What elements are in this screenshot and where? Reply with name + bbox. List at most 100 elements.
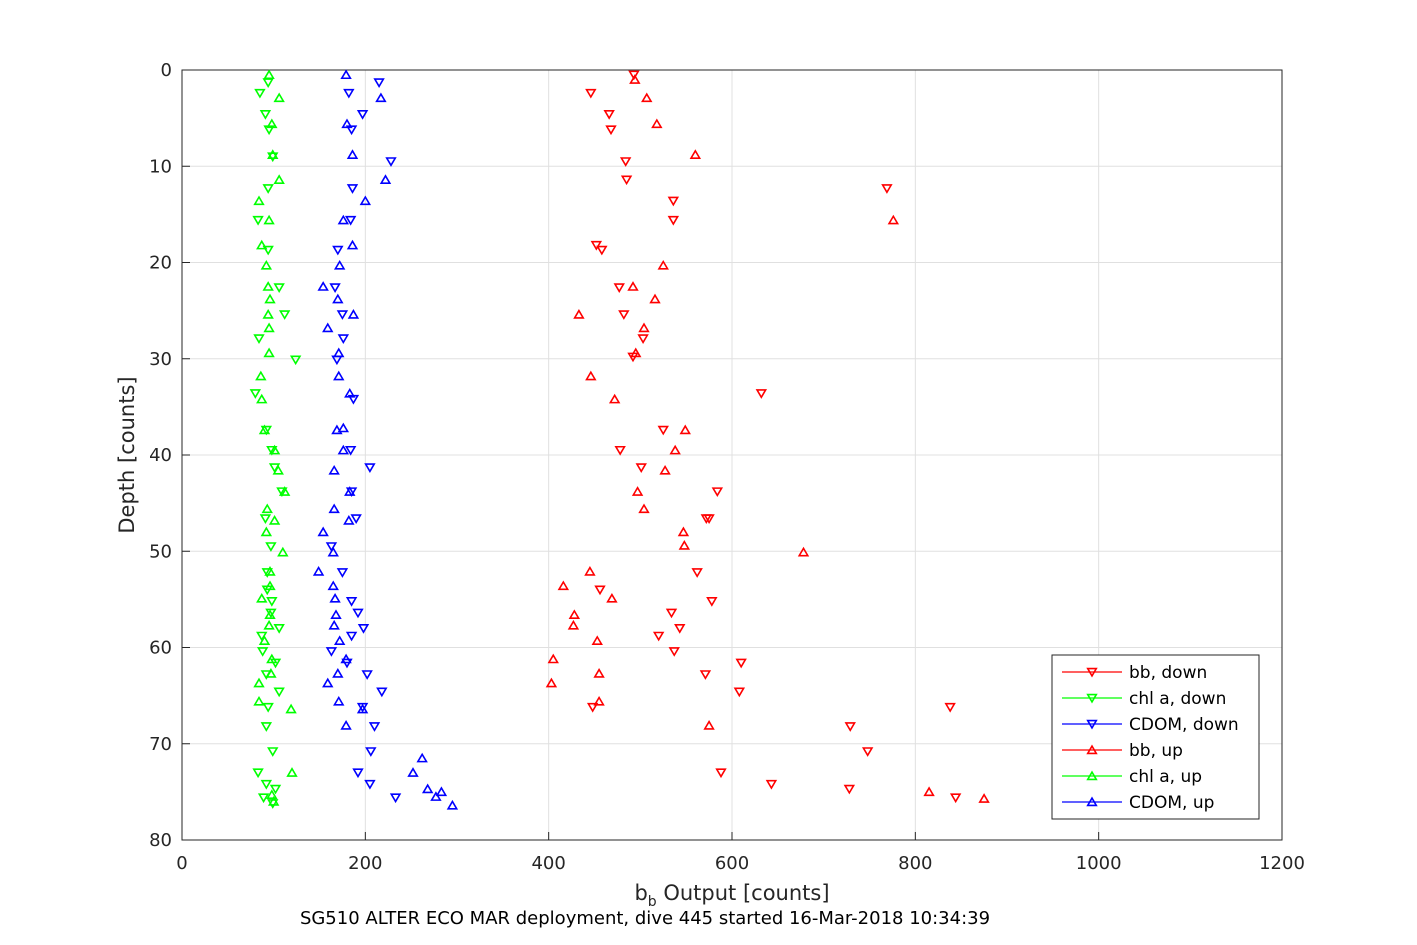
data-point xyxy=(677,526,690,537)
data-point xyxy=(256,239,268,250)
data-point xyxy=(735,658,747,669)
x-axis-title-subscript: b xyxy=(648,894,657,910)
data-point xyxy=(317,281,329,291)
data-point xyxy=(333,695,345,706)
x-tick-label: 200 xyxy=(348,853,382,874)
data-point xyxy=(260,722,273,732)
data-point xyxy=(843,784,856,795)
data-point xyxy=(253,695,265,706)
x-axis-title-main: b xyxy=(634,881,647,905)
data-point xyxy=(331,355,343,366)
data-point xyxy=(273,174,285,184)
data-point xyxy=(327,546,339,557)
x-tick-label: 1000 xyxy=(1076,853,1122,874)
data-point xyxy=(268,515,281,525)
data-point xyxy=(944,702,956,713)
data-point xyxy=(256,631,268,642)
data-point xyxy=(262,245,274,256)
data-point xyxy=(276,487,288,498)
data-point xyxy=(665,608,678,619)
data-point xyxy=(285,703,297,714)
data-point xyxy=(638,503,650,514)
data-point xyxy=(340,69,352,80)
legend-item: CDOM, up xyxy=(1062,793,1214,813)
data-point xyxy=(593,668,605,678)
legend-label: CDOM, down xyxy=(1129,715,1239,735)
data-point xyxy=(260,425,273,436)
data-point xyxy=(364,463,376,473)
data-point xyxy=(252,215,264,226)
data-point xyxy=(332,668,344,678)
data-point xyxy=(264,609,276,620)
data-point xyxy=(253,334,265,344)
legend-label: chl a, up xyxy=(1129,767,1202,787)
data-point xyxy=(286,767,298,777)
data-point xyxy=(545,677,558,688)
data-point xyxy=(641,92,653,103)
data-point xyxy=(844,722,856,732)
x-axis: 0 200 400 600 800 1000 1200 xyxy=(176,832,1305,874)
data-point xyxy=(613,283,625,293)
data-point xyxy=(593,695,605,706)
data-point xyxy=(669,444,681,455)
data-point xyxy=(277,546,289,557)
data-point xyxy=(278,310,291,320)
data-point xyxy=(596,245,608,256)
data-point xyxy=(446,799,459,810)
x-tick-label: 600 xyxy=(715,853,749,874)
data-point xyxy=(266,653,278,664)
data-point xyxy=(346,149,359,159)
data-point xyxy=(343,515,355,525)
data-point xyxy=(356,703,369,714)
data-point xyxy=(263,347,275,358)
data-point xyxy=(606,592,618,603)
data-point xyxy=(345,597,358,607)
data-point xyxy=(861,747,874,757)
data-point xyxy=(262,281,274,291)
data-point xyxy=(333,259,346,270)
data-point xyxy=(635,463,647,473)
data-point xyxy=(619,157,632,167)
legend-item: chl a, up xyxy=(1062,767,1202,787)
data-point xyxy=(329,283,341,293)
data-point xyxy=(317,526,329,537)
data-point xyxy=(330,609,342,620)
x-tick-label: 1200 xyxy=(1259,853,1305,874)
data-point xyxy=(267,747,279,757)
data-point xyxy=(267,149,279,159)
data-point xyxy=(273,687,285,698)
data-point xyxy=(337,422,350,433)
data-point xyxy=(256,393,268,404)
data-point xyxy=(267,796,280,806)
y-tick-label: 0 xyxy=(161,60,172,81)
data-point xyxy=(657,259,669,270)
data-point xyxy=(652,631,665,642)
data-point xyxy=(376,687,388,698)
data-point xyxy=(628,70,640,81)
data-point xyxy=(258,424,271,435)
data-point xyxy=(337,334,350,344)
data-point xyxy=(557,580,570,591)
data-point xyxy=(332,293,344,304)
data-point xyxy=(332,245,344,256)
data-point xyxy=(703,720,715,730)
legend-box xyxy=(1051,654,1260,820)
y-tick-label: 20 xyxy=(149,253,172,274)
data-point xyxy=(706,597,718,607)
data-point xyxy=(340,653,352,664)
data-point xyxy=(547,653,559,664)
data-point xyxy=(329,592,341,603)
data-point xyxy=(359,195,372,206)
data-point xyxy=(333,635,346,646)
data-point xyxy=(343,88,355,99)
legend-label: bb, down xyxy=(1129,663,1207,683)
data-point xyxy=(651,118,663,129)
data-point xyxy=(325,647,338,657)
data-point xyxy=(328,464,340,475)
data-point xyxy=(347,309,360,319)
data-point xyxy=(262,184,274,194)
data-point xyxy=(255,370,267,381)
data-point xyxy=(260,259,273,270)
legend-label: chl a, down xyxy=(1129,689,1226,709)
series-3 xyxy=(545,74,990,803)
